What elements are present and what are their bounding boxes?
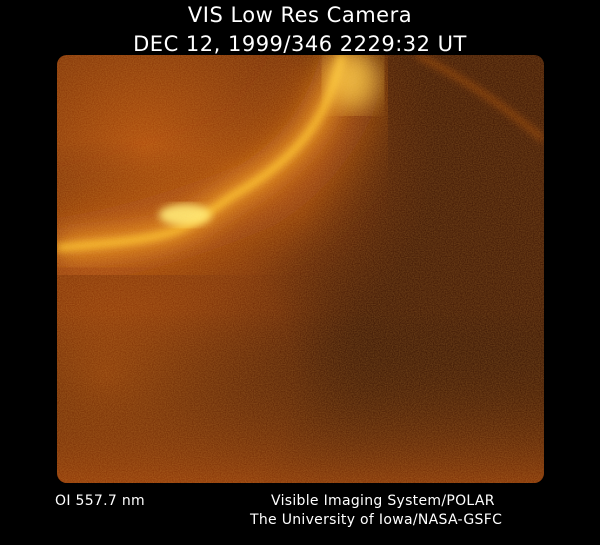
institution-credit: The University of Iowa/NASA-GSFC bbox=[250, 512, 503, 528]
image-timestamp: DEC 12, 1999/346 2229:32 UT bbox=[133, 32, 467, 56]
filter-wavelength: OI 557.7 nm bbox=[55, 493, 145, 509]
instrument-credit: Visible Imaging System/POLAR bbox=[271, 493, 495, 509]
aurora-image bbox=[57, 55, 544, 483]
image-title: VIS Low Res Camera bbox=[187, 3, 413, 27]
